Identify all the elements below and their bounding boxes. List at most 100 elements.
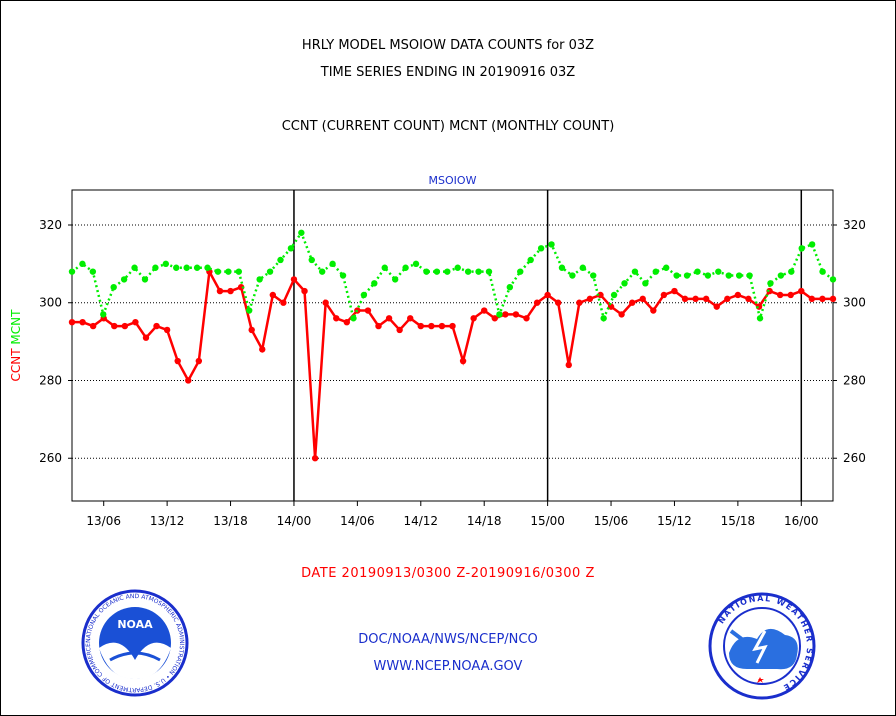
data-point-mcnt bbox=[412, 260, 420, 268]
data-point-mcnt bbox=[287, 245, 295, 252]
data-point-ccnt bbox=[724, 295, 731, 303]
data-point-mcnt bbox=[663, 264, 670, 271]
y-axis-label-ccnt: CCNT bbox=[9, 348, 23, 382]
data-point-ccnt bbox=[565, 361, 572, 369]
data-point-ccnt bbox=[586, 295, 594, 303]
data-point-mcnt bbox=[100, 311, 107, 318]
y-axis-label-mcnt: MCNT bbox=[9, 309, 23, 349]
data-point-mcnt bbox=[79, 260, 86, 268]
data-point-mcnt bbox=[777, 272, 785, 279]
data-point-ccnt bbox=[248, 326, 255, 334]
x-tick-label: 13/06 bbox=[86, 514, 121, 528]
data-point-mcnt bbox=[631, 268, 639, 275]
data-point-ccnt bbox=[459, 357, 467, 365]
x-tick-label: 14/18 bbox=[467, 514, 502, 528]
data-point-ccnt bbox=[449, 322, 456, 330]
data-point-ccnt bbox=[681, 295, 689, 303]
data-point-mcnt bbox=[798, 245, 805, 252]
data-point-mcnt bbox=[558, 264, 566, 271]
data-point-ccnt bbox=[639, 295, 646, 303]
y-tick-label: 300 bbox=[39, 296, 62, 310]
data-point-mcnt bbox=[183, 264, 190, 271]
y-tick-label-right: 300 bbox=[843, 296, 866, 310]
data-point-ccnt bbox=[702, 295, 710, 303]
data-point-ccnt bbox=[290, 276, 298, 283]
data-point-mcnt bbox=[246, 307, 253, 314]
data-point-mcnt bbox=[579, 264, 587, 271]
x-tick-label: 14/06 bbox=[340, 514, 375, 528]
x-tick-label: 13/18 bbox=[213, 514, 248, 528]
data-point-mcnt bbox=[485, 268, 493, 275]
x-tick-label: 14/12 bbox=[403, 514, 438, 528]
data-point-mcnt bbox=[204, 264, 211, 271]
data-point-mcnt bbox=[152, 264, 159, 271]
series-mcnt bbox=[68, 229, 837, 324]
data-point-mcnt bbox=[642, 280, 649, 287]
data-point-ccnt bbox=[407, 315, 414, 322]
data-point-mcnt bbox=[402, 264, 409, 271]
data-point-mcnt bbox=[496, 311, 503, 318]
data-point-ccnt bbox=[322, 299, 329, 306]
data-point-ccnt bbox=[470, 315, 477, 322]
data-point-mcnt bbox=[68, 268, 76, 275]
data-point-ccnt bbox=[417, 322, 424, 330]
data-point-ccnt bbox=[502, 311, 509, 318]
data-point-ccnt bbox=[734, 291, 742, 299]
y-tick-label-right: 320 bbox=[843, 218, 866, 232]
page-title: HRLY MODEL MSOIOW DATA COUNTS for 03Z bbox=[301, 38, 595, 53]
data-point-mcnt bbox=[610, 291, 618, 299]
data-point-mcnt bbox=[527, 256, 534, 264]
data-point-mcnt bbox=[318, 268, 326, 275]
data-point-mcnt bbox=[819, 268, 826, 275]
data-point-mcnt bbox=[433, 268, 441, 275]
chart-title: MSOIOW bbox=[429, 174, 477, 187]
data-point-mcnt bbox=[339, 272, 347, 279]
data-point-mcnt bbox=[569, 272, 576, 279]
data-point-ccnt bbox=[671, 287, 678, 295]
y-axis-label: CCNT MCNT bbox=[9, 309, 23, 382]
data-point-mcnt bbox=[225, 268, 232, 275]
data-point-ccnt bbox=[132, 318, 139, 326]
data-point-mcnt bbox=[767, 280, 774, 287]
x-tick-label: 15/12 bbox=[657, 514, 692, 528]
data-point-mcnt bbox=[600, 315, 607, 322]
data-point-ccnt bbox=[533, 299, 541, 306]
series-line-ccnt bbox=[72, 267, 833, 459]
data-point-mcnt bbox=[537, 245, 545, 252]
data-point-mcnt bbox=[350, 315, 357, 322]
x-tick-label: 16/00 bbox=[784, 514, 819, 528]
data-point-ccnt bbox=[512, 311, 520, 318]
data-point-mcnt bbox=[704, 272, 712, 279]
data-point-ccnt bbox=[185, 377, 192, 384]
data-point-mcnt bbox=[475, 268, 482, 275]
data-point-ccnt bbox=[523, 315, 530, 322]
data-point-mcnt bbox=[673, 272, 680, 279]
y-tick-label: 320 bbox=[39, 218, 62, 232]
data-point-mcnt bbox=[756, 315, 764, 322]
data-point-mcnt bbox=[715, 268, 722, 275]
data-point-ccnt bbox=[808, 295, 816, 303]
series-ccnt bbox=[68, 267, 837, 462]
x-tick-label: 15/18 bbox=[721, 514, 756, 528]
org-link[interactable]: DOC/NOAA/NWS/NCEP/NCO bbox=[358, 632, 538, 647]
plot-area bbox=[71, 189, 834, 502]
data-point-mcnt bbox=[725, 272, 732, 279]
data-point-ccnt bbox=[227, 287, 234, 295]
data-point-ccnt bbox=[597, 291, 604, 299]
data-point-ccnt bbox=[343, 318, 351, 326]
data-point-mcnt bbox=[308, 256, 315, 264]
data-point-ccnt bbox=[111, 322, 118, 330]
data-point-ccnt bbox=[798, 287, 805, 295]
data-point-mcnt bbox=[173, 264, 180, 271]
time-series-chart: MSOIOW 260 260 280 280 300 300 320 320 13/06 13/12… bbox=[9, 174, 866, 528]
data-point-ccnt bbox=[216, 287, 224, 295]
data-point-mcnt bbox=[298, 229, 305, 236]
data-point-mcnt bbox=[788, 268, 795, 275]
data-point-mcnt bbox=[391, 276, 399, 283]
data-point-ccnt bbox=[301, 287, 308, 295]
data-point-ccnt bbox=[121, 322, 129, 330]
data-point-ccnt bbox=[79, 318, 86, 326]
website-link[interactable]: WWW.NCEP.NOAA.GOV bbox=[373, 659, 523, 674]
data-point-ccnt bbox=[766, 287, 773, 295]
x-tick-label: 15/06 bbox=[594, 514, 629, 528]
